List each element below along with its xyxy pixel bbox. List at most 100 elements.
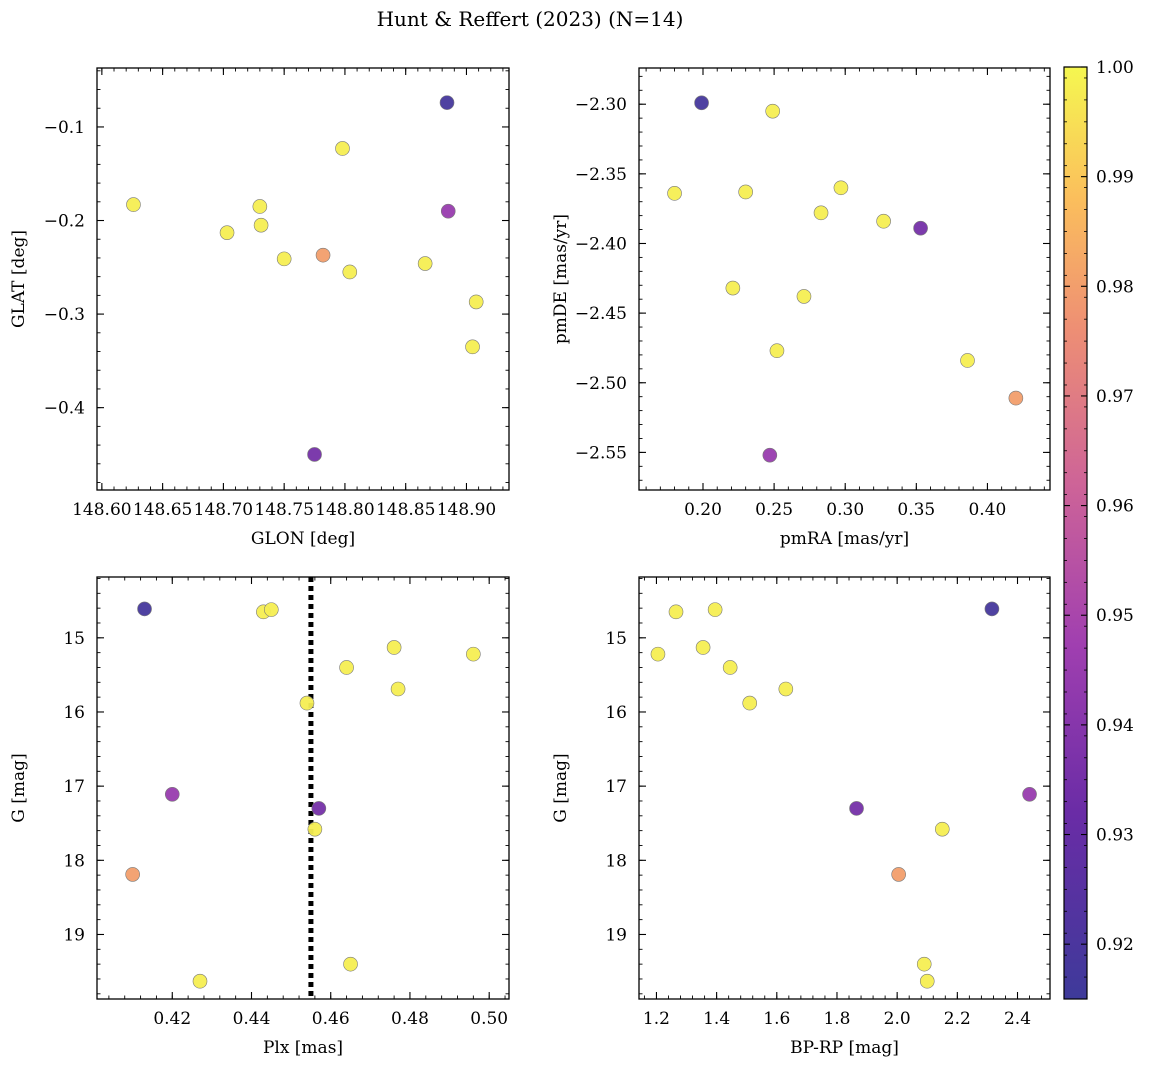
colorbar-tick-label: 0.98 (1096, 277, 1134, 297)
data-point (778, 681, 794, 697)
y-tick-label: 17 (605, 777, 627, 797)
x-tick-label: 1.6 (763, 1009, 790, 1029)
colorbar-gradient (1064, 67, 1087, 999)
data-point (417, 256, 433, 271)
data-point (913, 220, 928, 236)
axes-frame (96, 576, 510, 1000)
y-tick-label: 19 (63, 925, 85, 945)
data-point (668, 604, 684, 620)
data-point (694, 95, 709, 111)
data-point (738, 184, 753, 200)
x-axis-label: BP-RP [mag] (790, 1038, 899, 1058)
data-point (833, 180, 849, 196)
data-point (343, 956, 358, 972)
data-point (311, 801, 327, 816)
colorbar: 0.92 0.93 0.94 0.95 0.96 0.97 0.98 0.99 1.00 (1063, 58, 1134, 1000)
x-tick-label: 1.8 (823, 1009, 850, 1029)
data-point (253, 217, 269, 233)
x-tick-label: 148.80 (315, 500, 374, 520)
data-point (849, 801, 864, 816)
data-point (650, 646, 666, 662)
data-point (667, 186, 682, 201)
figure-title: Hunt & Reffert (2023) (N=14) (377, 7, 684, 31)
y-axis-label: G [mag] (551, 753, 571, 822)
y-tick-label: 16 (605, 703, 627, 723)
x-tick-label: 0.35 (897, 500, 935, 520)
data-point (307, 821, 323, 837)
data-point (252, 199, 268, 214)
data-point (465, 339, 480, 355)
colorbar-tick-label: 0.93 (1096, 826, 1134, 846)
data-point (742, 695, 758, 711)
x-tick-label: 2.4 (1004, 1009, 1031, 1029)
data-point (468, 294, 484, 310)
colorbar-frame (1063, 66, 1088, 1000)
x-tick-label: 0.42 (153, 1009, 191, 1029)
data-point (264, 602, 279, 617)
data-point (769, 343, 785, 359)
data-point (342, 264, 358, 280)
colorbar-tick-label: 0.99 (1096, 168, 1134, 188)
data-point (765, 103, 780, 119)
data-point (960, 353, 975, 368)
x-tick-label: 1.4 (703, 1009, 730, 1029)
data-point (796, 289, 812, 304)
data-point (315, 247, 331, 263)
y-axis-label: G [mag] (9, 753, 29, 822)
data-point (137, 601, 152, 617)
y-tick-label: −2.40 (575, 234, 627, 254)
x-axis-label: Plx [mas] (263, 1038, 343, 1058)
data-point (722, 660, 738, 675)
x-tick-label: 0.40 (968, 500, 1006, 520)
y-tick-label: 15 (63, 629, 85, 649)
panel-plx-g: 0.42 0.44 0.46 0.48 0.50 15 16 17 18 19 Plx [mas] G… (9, 576, 510, 1058)
data-point (219, 225, 235, 240)
data-point (813, 205, 829, 221)
colorbar-tick-label: 0.96 (1096, 497, 1134, 517)
y-tick-label: −0.1 (44, 118, 85, 138)
y-tick-label: −0.3 (44, 305, 85, 325)
data-point (984, 601, 1000, 617)
y-tick-label: 16 (63, 703, 85, 723)
x-axis-label: GLON [deg] (251, 529, 355, 549)
data-point (695, 640, 711, 655)
data-point (891, 867, 906, 882)
y-tick-label: 18 (63, 851, 85, 871)
data-point (125, 867, 140, 882)
axes-frame (638, 576, 1051, 1000)
x-tick-label: 148.90 (437, 500, 496, 520)
colorbar-tick-label: 0.92 (1096, 935, 1134, 955)
data-point (390, 681, 406, 697)
x-tick-label: 1.2 (643, 1009, 670, 1029)
data-point (725, 280, 741, 296)
axes-frame (96, 67, 510, 491)
data-point (466, 646, 481, 662)
x-tick-label: 148.75 (254, 500, 313, 520)
data-point (707, 602, 723, 617)
data-point (439, 95, 455, 110)
y-tick-label: −2.55 (575, 443, 627, 463)
data-point (919, 973, 935, 989)
y-tick-label: 17 (63, 777, 85, 797)
data-point (339, 660, 354, 675)
x-tick-label: 148.70 (194, 500, 253, 520)
data-point (934, 821, 950, 837)
x-tick-label: 148.60 (72, 500, 131, 520)
x-tick-label: 0.44 (233, 1009, 271, 1029)
data-point (1008, 390, 1024, 406)
colorbar-tick-label: 0.94 (1096, 716, 1134, 736)
y-tick-label: 15 (605, 629, 627, 649)
y-tick-label: 18 (605, 851, 627, 871)
data-point (876, 213, 891, 229)
x-tick-label: 148.85 (376, 500, 435, 520)
x-tick-label: 0.48 (391, 1009, 429, 1029)
data-point (299, 695, 315, 711)
data-point (335, 141, 350, 156)
data-point (762, 447, 778, 463)
x-tick-label: 0.25 (755, 500, 793, 520)
data-point (916, 956, 932, 972)
axes-frame (638, 67, 1051, 491)
colorbar-tick-label: 1.00 (1096, 58, 1134, 78)
data-point (1022, 787, 1037, 802)
